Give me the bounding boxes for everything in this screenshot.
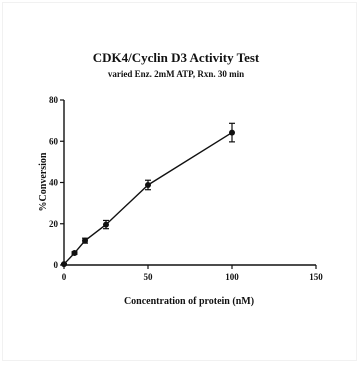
- y-tick-label: 20: [49, 219, 59, 229]
- y-tick-label: 60: [49, 136, 59, 146]
- x-tick-label: 50: [144, 272, 154, 282]
- x-tick-label: 0: [62, 272, 67, 282]
- data-point: [82, 237, 88, 244]
- y-tick-label: 40: [49, 178, 59, 188]
- data-point: [145, 181, 151, 188]
- y-tick-label: 0: [54, 260, 59, 270]
- data-point: [71, 250, 78, 257]
- series-line: [63, 131, 233, 265]
- data-point: [229, 129, 235, 136]
- chart-frame: [2, 2, 357, 361]
- x-axis-label: Concentration of protein (nM): [124, 296, 254, 307]
- chart-subtitle: varied Enz. 2mM ATP, Rxn. 30 min: [108, 69, 244, 79]
- y-axis-label: %Conversion: [38, 152, 49, 211]
- y-tick-label: 80: [49, 95, 59, 105]
- x-tick-label: 100: [225, 272, 239, 282]
- data-point: [61, 261, 67, 268]
- data-point: [103, 221, 109, 228]
- chart-title: CDK4/Cyclin D3 Activity Test: [93, 50, 260, 65]
- x-tick-label: 150: [309, 272, 323, 282]
